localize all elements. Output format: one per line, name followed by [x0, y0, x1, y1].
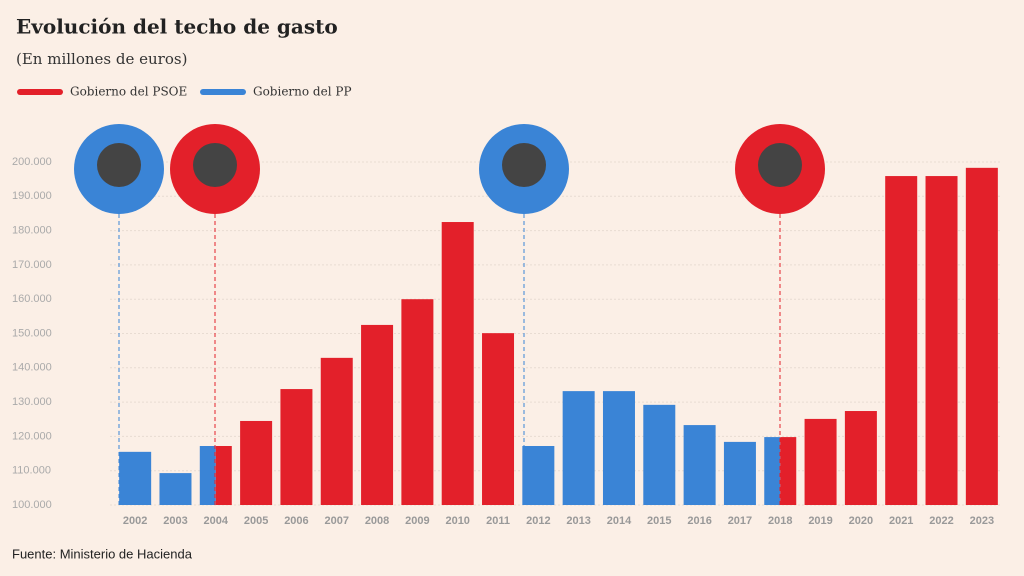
x-tick-label: 2009 [405, 515, 429, 527]
x-tick-label: 2004 [204, 515, 229, 527]
y-tick-label: 170.000 [12, 259, 52, 271]
x-tick-label: 2005 [244, 515, 268, 527]
portrait-face [193, 143, 237, 187]
bar [602, 391, 635, 505]
x-tick-label: 2023 [970, 515, 994, 527]
x-tick-label: 2020 [849, 515, 873, 527]
x-tick-label: 2002 [123, 515, 147, 527]
y-tick-label: 100.000 [12, 499, 52, 511]
y-tick-label: 160.000 [12, 293, 52, 305]
legend-label: Gobierno del PSOE [70, 85, 187, 99]
x-tick-label: 2014 [607, 515, 632, 527]
x-tick-label: 2011 [486, 515, 510, 527]
bar [159, 473, 192, 505]
x-tick-label: 2017 [728, 515, 752, 527]
chart-title: Evolución del techo de gasto [16, 15, 338, 39]
source: Fuente: Ministerio de Hacienda [12, 546, 193, 561]
bar [522, 446, 555, 505]
chart-subtitle: (En millones de euros) [16, 50, 187, 68]
y-tick-label: 140.000 [12, 362, 52, 374]
bar [885, 176, 918, 506]
bar [240, 420, 273, 505]
bar [925, 176, 958, 506]
bar [804, 418, 837, 505]
bar [723, 441, 756, 505]
x-tick-label: 2015 [647, 515, 671, 527]
bar [780, 437, 797, 505]
x-tick-label: 2021 [889, 515, 913, 527]
bar [199, 446, 216, 505]
x-tick-label: 2013 [566, 515, 590, 527]
bar [965, 167, 998, 505]
x-tick-label: 2010 [445, 515, 469, 527]
portrait-face [97, 143, 141, 187]
x-tick-label: 2016 [687, 515, 711, 527]
portraits [74, 124, 825, 505]
y-tick-label: 110.000 [12, 465, 51, 477]
bar [320, 357, 353, 505]
bar [844, 411, 877, 505]
x-tick-label: 2007 [325, 515, 349, 527]
bar [215, 446, 232, 505]
bar [119, 451, 152, 505]
x-tick-label: 2018 [768, 515, 792, 527]
x-tick-label: 2012 [526, 515, 550, 527]
bar [482, 333, 515, 505]
y-tick-label: 150.000 [12, 327, 52, 339]
bar [764, 437, 781, 505]
x-tick-label: 2019 [808, 515, 832, 527]
bar [562, 391, 595, 505]
y-tick-label: 120.000 [12, 430, 52, 442]
bar [401, 299, 434, 505]
y-tick-label: 130.000 [12, 396, 52, 408]
legend-label: Gobierno del PP [253, 85, 352, 99]
bar [361, 324, 394, 505]
x-tick-label: 2008 [365, 515, 389, 527]
bar [643, 404, 676, 505]
x-tick-label: 2003 [163, 515, 187, 527]
portrait-face [502, 143, 546, 187]
portrait-face [758, 143, 802, 187]
x-tick-label: 2022 [929, 515, 953, 527]
y-tick-label: 200.000 [12, 156, 52, 168]
y-tick-label: 180.000 [12, 225, 52, 237]
bar [441, 222, 474, 505]
bar [683, 425, 716, 505]
bar [280, 389, 313, 505]
y-tick-label: 190.000 [12, 190, 52, 202]
x-tick-label: 2006 [284, 515, 308, 527]
